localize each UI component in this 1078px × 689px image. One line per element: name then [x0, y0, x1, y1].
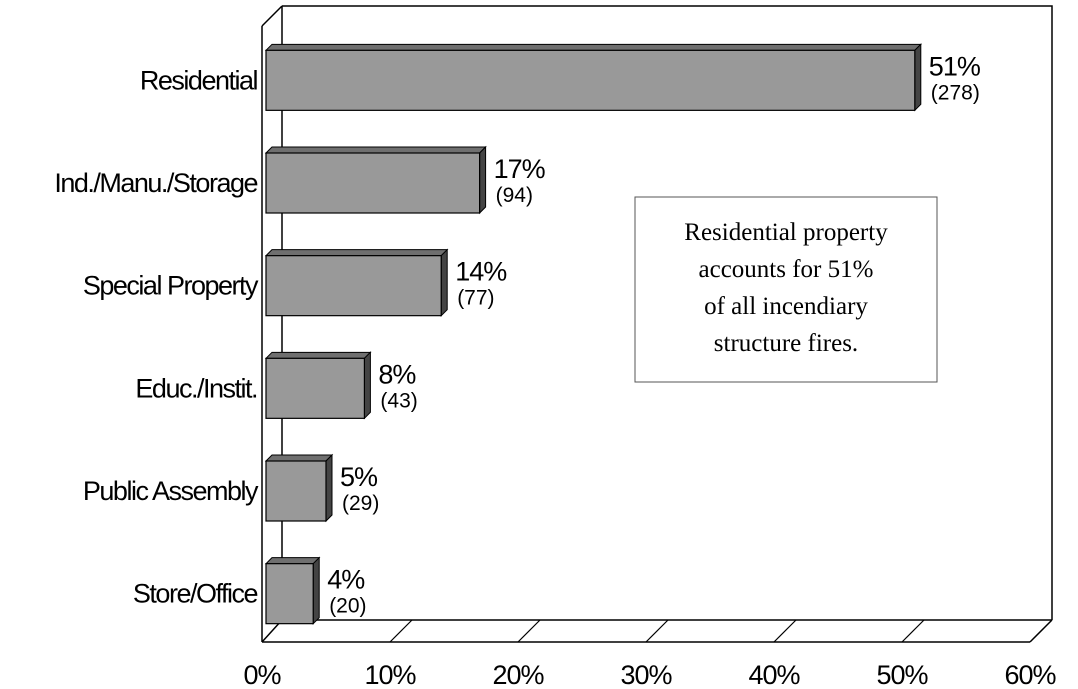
- x-tick-label: 10%: [364, 660, 416, 689]
- bar-side-face: [325, 453, 333, 523]
- bar-front-face: [265, 49, 916, 111]
- bar: [264, 43, 923, 112]
- x-tick-label: 40%: [748, 660, 800, 689]
- count-label: (278): [931, 81, 980, 104]
- bar: [264, 248, 449, 317]
- floor-tick-line: [773, 619, 797, 643]
- bar-top-face: [264, 351, 372, 359]
- x-tick-labels: 0% 10% 20% 30% 40% 50% 60%: [243, 660, 1057, 689]
- bar-side-face: [363, 351, 371, 420]
- bar-front-face: [265, 460, 327, 522]
- category-labels: Residential Ind./Manu./Storage Special Pro…: [54, 65, 260, 609]
- x-tick-label: 50%: [876, 660, 928, 689]
- category-label: Ind./Manu./Storage: [54, 168, 257, 198]
- bar-top-face: [264, 146, 487, 154]
- floor-tick-lines: [389, 619, 925, 643]
- bar: [264, 453, 334, 523]
- count-label: (77): [457, 287, 494, 310]
- bar-top-face: [264, 249, 449, 257]
- bar-front-face: [265, 357, 366, 419]
- bar-front-face: [265, 563, 314, 625]
- bottom-right-depth-edge: [1029, 619, 1053, 643]
- bar-top-face: [264, 454, 334, 462]
- annotation-box: Residential property accounts for 51% of…: [634, 196, 938, 383]
- category-label: Store/Office: [133, 579, 258, 609]
- bar-side-face: [479, 145, 487, 215]
- count-label: (20): [329, 595, 366, 618]
- bar-side-face: [914, 43, 922, 112]
- bar: [264, 351, 372, 420]
- back-wall-outline: [282, 5, 1053, 620]
- x-tick-label: 30%: [620, 660, 672, 689]
- bar: [264, 556, 321, 625]
- annotation-line-2: accounts for 51%: [699, 256, 874, 283]
- floor-tick-line: [901, 619, 925, 643]
- value-labels: 51%(278) 17%(94) 14%(77) 8%(43) 5%(29) 4%(20): [327, 51, 982, 618]
- x-tick-label: 60%: [1004, 660, 1056, 689]
- count-label: (43): [380, 389, 417, 412]
- count-label: (29): [342, 492, 379, 515]
- value-label: 17%: [494, 154, 546, 184]
- value-label: 8%: [378, 359, 416, 389]
- value-label: 4%: [327, 565, 365, 595]
- count-label: (94): [496, 184, 533, 207]
- floor-tick-line: [645, 619, 669, 643]
- annotation-line-1: Residential property: [684, 219, 888, 246]
- bar-side-face: [312, 556, 320, 625]
- bar-front-face: [265, 152, 481, 214]
- x-tick-label: 20%: [492, 660, 544, 689]
- annotation-border: [634, 196, 938, 383]
- bar-front-face: [265, 255, 442, 317]
- category-label: Educ./Instit.: [135, 373, 257, 403]
- annotation-line-3: of all incendiary: [704, 293, 868, 320]
- category-label: Residential: [140, 65, 258, 95]
- x-tick-label: 0%: [243, 660, 281, 689]
- bar: [264, 145, 487, 215]
- annotation-line-4: structure fires.: [714, 330, 858, 357]
- value-label: 14%: [455, 257, 507, 287]
- value-label: 51%: [929, 51, 981, 81]
- top-left-depth-edge: [261, 5, 283, 27]
- floor-tick-line: [517, 619, 541, 643]
- bar-top-face: [264, 43, 923, 51]
- bar-top-face: [264, 557, 321, 565]
- category-label: Special Property: [83, 271, 259, 301]
- floor-tick-line: [389, 619, 413, 643]
- bar-side-face: [440, 248, 448, 317]
- bars: [264, 43, 923, 625]
- value-label: 5%: [340, 462, 378, 492]
- category-label: Public Assembly: [83, 476, 259, 506]
